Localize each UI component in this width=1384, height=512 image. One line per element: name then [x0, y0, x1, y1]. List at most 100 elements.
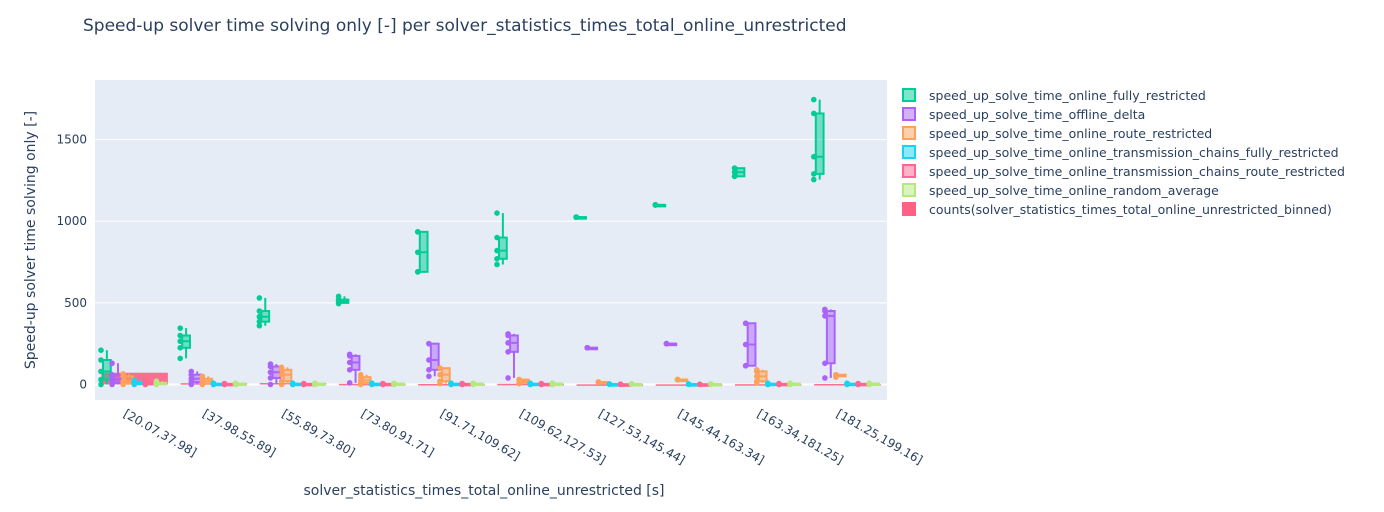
box-point	[606, 381, 613, 387]
x-tick-label: [181.25,199.16]	[834, 406, 925, 467]
box-point	[494, 261, 500, 268]
box-point	[810, 96, 817, 103]
box-point	[177, 332, 183, 339]
box-point	[708, 381, 714, 387]
box-point	[674, 376, 681, 383]
box-point	[810, 110, 817, 117]
legend-swatch	[902, 126, 916, 140]
box-point	[787, 380, 793, 386]
box-plot-2-6	[595, 379, 610, 385]
box-point	[437, 365, 443, 371]
box-point	[437, 378, 443, 385]
legend-label: speed_up_solve_time_online_transmission_…	[929, 145, 1339, 160]
y-tick-label: 1000	[56, 214, 87, 228]
box-point	[369, 380, 375, 386]
y-axis-ticks: 0 500 1000 1500	[56, 133, 87, 392]
box-plot-3-3	[369, 380, 383, 388]
legend-item[interactable]: speed_up_solve_time_online_transmission_…	[902, 145, 1339, 160]
box-plot-4-6	[617, 381, 632, 388]
box-point	[753, 373, 760, 380]
box-point	[595, 379, 602, 385]
legend-swatch	[902, 183, 916, 197]
box-point	[188, 368, 195, 375]
box-plot-3-9	[844, 380, 858, 388]
box-plot-2-7	[674, 376, 689, 383]
box-point	[776, 380, 782, 387]
x-tick-label: [91.71,109.62]	[438, 406, 523, 463]
box-point	[120, 371, 126, 377]
box-plots	[98, 96, 881, 388]
box-point	[232, 380, 239, 386]
box-point	[822, 306, 828, 313]
box-point	[98, 357, 104, 363]
box-point	[289, 380, 296, 386]
legend-item[interactable]: counts(solver_statistics_times_total_onl…	[902, 202, 1332, 217]
x-tick-label: [55.89,73.80]	[280, 406, 358, 459]
box-plot-2-8	[753, 366, 768, 386]
box-point	[494, 255, 500, 262]
box-point	[470, 380, 477, 386]
box-point	[346, 359, 353, 366]
box-plot-5-4	[470, 380, 485, 388]
box-point	[753, 378, 760, 385]
box-point	[98, 368, 104, 375]
legend-item[interactable]: speed_up_solve_time_online_random_averag…	[902, 183, 1219, 198]
box-point	[414, 249, 421, 256]
box-plot-4-7	[696, 381, 711, 388]
box-plot-0-9	[810, 96, 825, 183]
y-tick-label: 1500	[56, 133, 87, 147]
box-point	[505, 331, 511, 337]
box-point	[177, 338, 183, 345]
box-plot-5-9	[866, 380, 881, 388]
legend-item[interactable]: speed_up_solve_time_online_fully_restric…	[902, 88, 1206, 103]
legend-item[interactable]: speed_up_solve_time_online_route_restric…	[902, 126, 1212, 141]
box-plot-5-5	[549, 380, 564, 388]
box-point	[753, 366, 760, 373]
x-tick-label: [127.53,145.44]	[596, 406, 687, 467]
box-plot-1-8	[742, 320, 757, 369]
box-point	[426, 357, 432, 363]
box-plot-3-7	[685, 381, 700, 387]
box-plot-0-0	[98, 347, 112, 388]
box-point	[221, 380, 228, 387]
box-point	[742, 320, 749, 327]
y-tick-label: 500	[64, 296, 87, 310]
box-iqr	[497, 236, 508, 260]
box-point	[199, 373, 206, 380]
box-point	[278, 378, 285, 385]
box-point	[822, 360, 828, 367]
box-plot-0-7	[652, 202, 667, 208]
legend-swatch	[902, 145, 916, 159]
box-point	[855, 380, 861, 387]
box-point	[505, 349, 511, 355]
box-point	[346, 351, 353, 358]
box-point	[810, 171, 817, 177]
x-axis-title: solver_statistics_times_total_online_unr…	[303, 483, 664, 499]
box-point	[391, 380, 397, 386]
box-point	[866, 380, 873, 386]
box-point	[742, 362, 749, 369]
box-point	[494, 234, 500, 241]
x-tick-label: [20.07,37.98]	[121, 406, 199, 459]
x-axis-ticks: [20.07,37.98] [37.98,55.89] [55.89,73.80][…	[121, 406, 925, 467]
box-plot-5-2	[312, 380, 326, 388]
box-plot-5-7	[708, 381, 722, 387]
box-point	[346, 380, 353, 386]
box-point	[98, 347, 104, 354]
box-point	[448, 380, 454, 386]
legend-item[interactable]: speed_up_solve_time_online_transmission_…	[902, 164, 1345, 179]
box-point	[731, 169, 738, 176]
box-plot-2-1	[199, 373, 214, 388]
legend-swatch	[902, 164, 916, 178]
box-point	[516, 376, 522, 383]
legend-item[interactable]: speed_up_solve_time_offline_delta	[902, 107, 1145, 122]
y-axis-title: Speed-up solver time solving only [-]	[23, 111, 39, 369]
box-point	[549, 380, 556, 386]
box-plot-0-8	[731, 165, 746, 180]
box-point	[505, 375, 511, 381]
box-plot-0-1	[177, 325, 191, 362]
box-point	[505, 340, 511, 346]
box-plot-0-2	[256, 295, 271, 329]
box-iqr	[429, 342, 440, 371]
legend[interactable]: speed_up_solve_time_online_fully_restric…	[902, 88, 1345, 217]
